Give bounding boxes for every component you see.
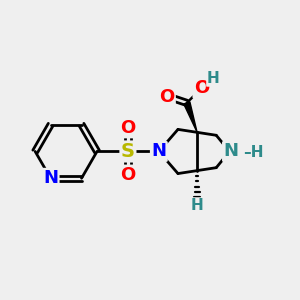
Text: O: O (120, 166, 136, 184)
Text: O: O (194, 79, 209, 97)
Text: H: H (207, 71, 220, 86)
Text: O: O (120, 119, 136, 137)
Text: N: N (151, 142, 166, 160)
Text: S: S (121, 142, 135, 161)
Text: H: H (191, 198, 203, 213)
Text: O: O (159, 88, 174, 106)
Text: N: N (224, 142, 238, 160)
Text: –H: –H (243, 146, 263, 160)
Text: N: N (43, 169, 58, 187)
Polygon shape (184, 102, 197, 132)
